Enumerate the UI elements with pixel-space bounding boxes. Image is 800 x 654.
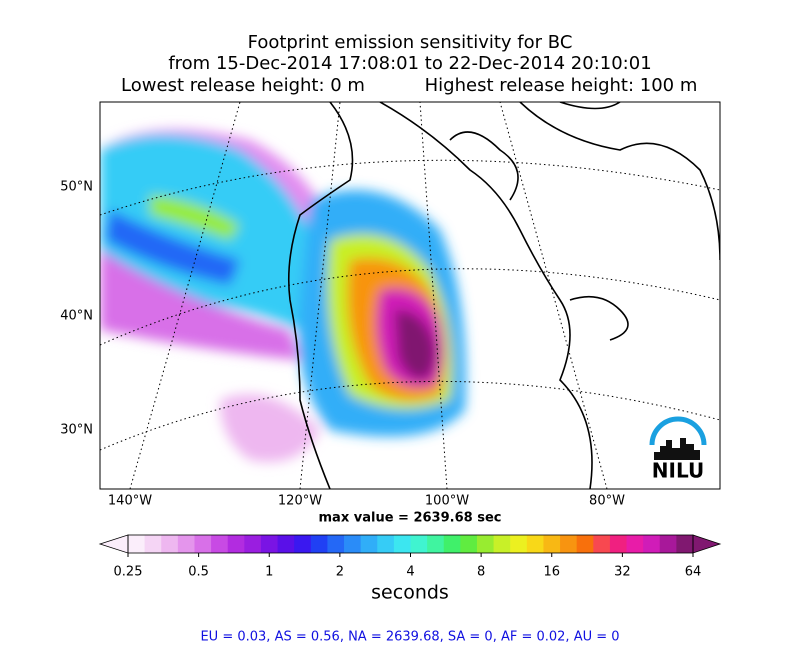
colorbar-segment <box>526 535 544 553</box>
title-line: from 15-Dec-2014 17:08:01 to 22-Dec-2014… <box>168 53 651 74</box>
colorbar-segment <box>161 535 179 553</box>
colorbar-segment <box>609 535 628 553</box>
colorbar-tick-label: 2 <box>336 565 344 580</box>
colorbar-segment <box>476 535 495 553</box>
nilu-logo: NILU <box>649 416 707 483</box>
colorbar-tick-label: 0.25 <box>114 565 143 580</box>
coastlines <box>287 102 720 489</box>
colorbar-segment <box>443 535 461 553</box>
lon-label: 120°W <box>278 494 322 509</box>
max-value: max value = 2639.68 sec <box>319 511 502 526</box>
map-frame <box>99 101 721 490</box>
colorbar-segment <box>510 535 528 553</box>
colorbar-segment <box>277 535 295 553</box>
colorbar-tick-label: 32 <box>614 565 631 580</box>
colorbar-segment <box>177 535 195 553</box>
colorbar-segment <box>410 535 428 553</box>
colorbar-segment <box>593 535 611 553</box>
footer-stats: EU = 0.03, AS = 0.56, NA = 2639.68, SA =… <box>200 630 619 645</box>
map: NILU <box>100 102 720 489</box>
colorbar-segment <box>626 535 644 553</box>
colorbar-tick-label: 4 <box>406 565 414 580</box>
colorbar-segment <box>344 535 362 553</box>
colorbar-tick-label: 1 <box>265 565 273 580</box>
lat-label: 40°N <box>60 309 93 324</box>
plume <box>100 129 466 462</box>
colorbar-tick-label: 64 <box>685 565 702 580</box>
colorbar-segment <box>194 535 212 553</box>
lon-label: 100°W <box>425 494 469 509</box>
colorbar-segment <box>360 535 378 553</box>
lon-label: 140°W <box>108 494 152 509</box>
title-line: Footprint emission sensitivity for BC <box>248 32 573 53</box>
colorbar-segment <box>260 535 279 553</box>
colorbar-segment <box>144 535 162 553</box>
colorbar-segment <box>460 535 478 553</box>
lat-label: 50°N <box>60 180 93 195</box>
colorbar-segment <box>393 535 411 553</box>
colorbar-segment <box>244 535 262 553</box>
colorbar-segment <box>211 535 229 553</box>
colorbar-segment <box>294 535 312 553</box>
colorbar-segment <box>659 535 677 553</box>
colorbar-segment <box>427 535 445 553</box>
colorbar-segment <box>543 535 561 553</box>
colorbar-extend-low <box>98 534 129 554</box>
colorbar-extend-high <box>692 534 722 554</box>
title-line: Lowest release height: 0 m <box>121 75 365 96</box>
graticule <box>100 102 720 489</box>
colorbar-segment <box>676 535 694 553</box>
colorbar-segment <box>128 535 146 553</box>
colorbar-label: seconds <box>371 582 449 604</box>
colorbar-segment <box>560 535 578 553</box>
colorbar-tick-label: 8 <box>477 565 485 580</box>
colorbar-segment <box>576 535 594 553</box>
colorbar-segment <box>377 535 395 553</box>
colorbar-tick-label: 16 <box>543 565 560 580</box>
colorbar-segment <box>227 535 245 553</box>
lon-label: 80°W <box>589 494 625 509</box>
lat-label: 30°N <box>60 423 93 438</box>
colorbar-segment <box>493 535 511 553</box>
colorbar-tick-label: 0.5 <box>188 565 209 580</box>
logo-text: NILU <box>652 459 704 483</box>
colorbar-segment <box>327 535 345 553</box>
title-line: Highest release height: 100 m <box>425 75 698 96</box>
colorbar-segment <box>310 535 328 553</box>
colorbar-segment <box>643 535 661 553</box>
